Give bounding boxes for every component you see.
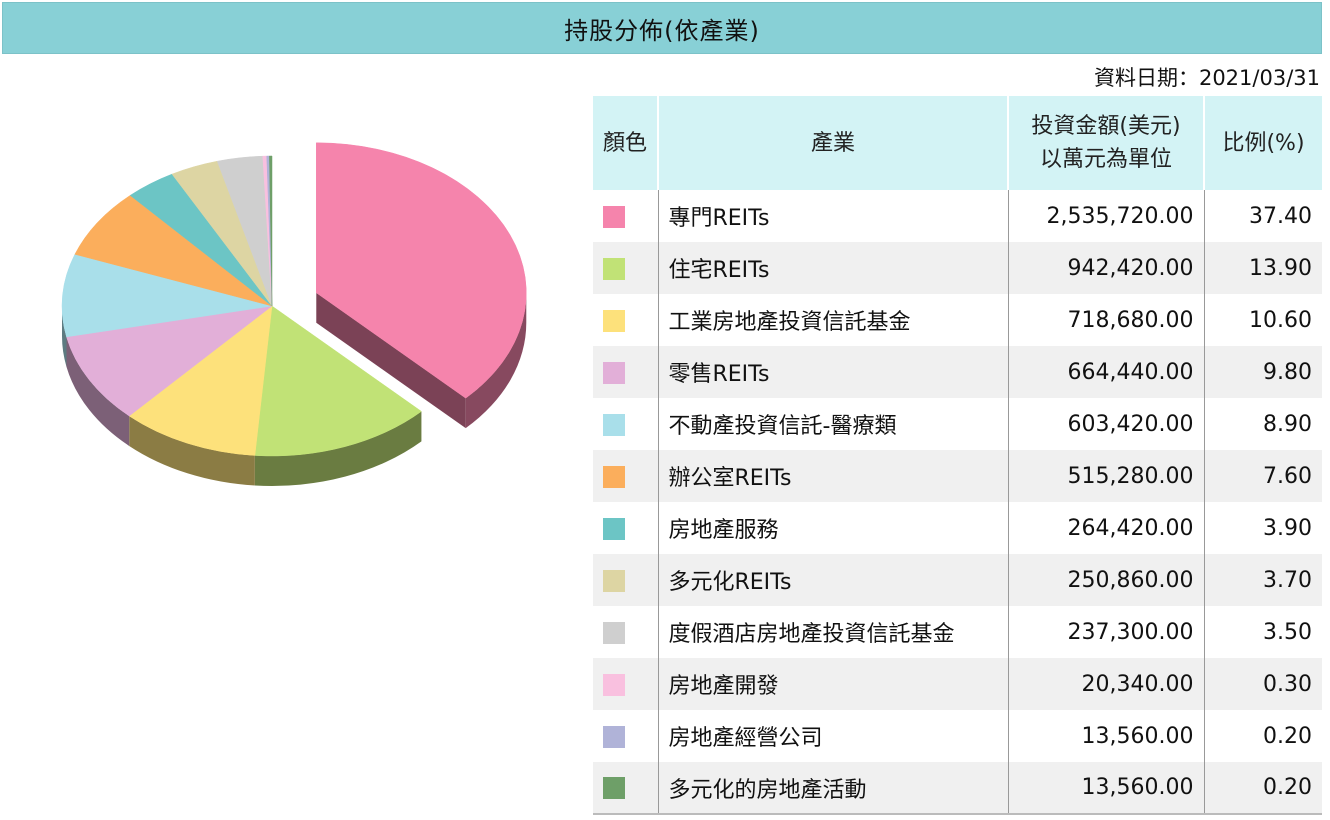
- percentage: 37.40: [1204, 190, 1322, 242]
- column-header-amount: 投資金額(美元) 以萬元為單位: [1008, 96, 1205, 190]
- color-swatch: [603, 205, 625, 228]
- page-title: 持股分佈(依產業): [2, 2, 1322, 54]
- industry-name: 住宅REITs: [658, 242, 1009, 294]
- investment-amount: 942,420.00: [1008, 242, 1205, 294]
- color-cell: [593, 554, 659, 606]
- investment-amount: 13,560.00: [1008, 762, 1205, 815]
- color-cell: [593, 346, 659, 398]
- color-swatch: [603, 257, 625, 280]
- page-title-text: 持股分佈(依產業): [564, 16, 760, 45]
- investment-amount: 664,440.00: [1008, 346, 1205, 398]
- investment-amount: 20,340.00: [1008, 658, 1205, 710]
- industry-name: 工業房地產投資信託基金: [658, 294, 1009, 346]
- percentage: 7.60: [1204, 450, 1322, 502]
- column-header-color: 顏色: [593, 96, 659, 190]
- industry-name: 房地產經營公司: [658, 710, 1009, 762]
- pie-slice-3: [128, 305, 273, 456]
- color-swatch: [603, 517, 625, 540]
- color-swatch: [603, 673, 625, 696]
- table-row: 房地產服務 264,420.00 3.90: [593, 502, 1322, 554]
- allocation-table: 顏色 產業 投資金額(美元) 以萬元為單位 比例(%) 專門REITs 2,535…: [593, 96, 1322, 815]
- investment-amount: 515,280.00: [1008, 450, 1205, 502]
- color-cell: [593, 294, 659, 346]
- color-cell: [593, 502, 659, 554]
- color-cell: [593, 398, 659, 450]
- percentage: 9.80: [1204, 346, 1322, 398]
- pie-slice-6: [74, 195, 273, 307]
- table-row: 度假酒店房地產投資信託基金 237,300.00 3.50: [593, 606, 1322, 658]
- color-swatch: [603, 413, 625, 436]
- industry-name: 零售REITs: [658, 346, 1009, 398]
- investment-amount: 250,860.00: [1008, 554, 1205, 606]
- color-swatch: [603, 725, 625, 748]
- investment-amount: 264,420.00: [1008, 502, 1205, 554]
- color-cell: [593, 606, 659, 658]
- pie-slice-side: [254, 411, 422, 486]
- table-row: 工業房地產投資信託基金 718,680.00 10.60: [593, 294, 1322, 346]
- table-row: 專門REITs 2,535,720.00 37.40: [593, 190, 1322, 242]
- color-swatch: [603, 465, 625, 488]
- color-cell: [593, 762, 659, 815]
- percentage: 8.90: [1204, 398, 1322, 450]
- table-row: 房地產開發 20,340.00 0.30: [593, 658, 1322, 710]
- investment-amount: 718,680.00: [1008, 294, 1205, 346]
- pie-slice-side: [66, 336, 130, 446]
- industry-name: 辦公室REITs: [658, 450, 1009, 502]
- pie-chart: [0, 90, 580, 530]
- industry-name: 專門REITs: [658, 190, 1009, 242]
- column-header-industry: 產業: [658, 96, 1009, 190]
- pie-chart-svg: [61, 142, 527, 486]
- column-header-percent: 比例(%): [1204, 96, 1322, 190]
- percentage: 0.30: [1204, 658, 1322, 710]
- table-header-row: 顏色 產業 投資金額(美元) 以萬元為單位 比例(%): [593, 96, 1322, 190]
- investment-amount: 603,420.00: [1008, 398, 1205, 450]
- investment-amount: 2,535,720.00: [1008, 190, 1205, 242]
- industry-name: 房地產服務: [658, 502, 1009, 554]
- investment-amount: 237,300.00: [1008, 606, 1205, 658]
- pie-slice-side: [465, 292, 527, 429]
- color-swatch: [603, 621, 625, 644]
- pie-slice-inner-wall: [316, 292, 466, 429]
- industry-name: 不動產投資信託-醫療類: [658, 398, 1009, 450]
- color-swatch: [603, 361, 625, 384]
- pie-slice-2: [254, 305, 422, 457]
- percentage: 0.20: [1204, 762, 1322, 815]
- pie-slice-5: [61, 254, 273, 338]
- table-row: 房地產經營公司 13,560.00 0.20: [593, 710, 1322, 762]
- table-row: 不動產投資信託-醫療類 603,420.00 8.90: [593, 398, 1322, 450]
- column-header-amount-line2: 以萬元為單位: [1039, 147, 1172, 172]
- table-row: 多元化的房地產活動 13,560.00 0.20: [593, 762, 1322, 815]
- table-row: 辦公室REITs 515,280.00 7.60: [593, 450, 1322, 502]
- percentage: 3.70: [1204, 554, 1322, 606]
- investment-amount: 13,560.00: [1008, 710, 1205, 762]
- industry-name: 房地產開發: [658, 658, 1009, 710]
- table-row: 多元化REITs 250,860.00 3.70: [593, 554, 1322, 606]
- pie-slice-4: [66, 305, 273, 417]
- color-swatch: [603, 309, 625, 332]
- percentage: 3.90: [1204, 502, 1322, 554]
- percentage: 13.90: [1204, 242, 1322, 294]
- color-cell: [593, 190, 659, 242]
- color-cell: [593, 450, 659, 502]
- as-of-date: 資料日期：2021/03/31: [1093, 66, 1320, 90]
- color-cell: [593, 710, 659, 762]
- color-cell: [593, 658, 659, 710]
- color-swatch: [603, 569, 625, 592]
- table-row: 零售REITs 664,440.00 9.80: [593, 346, 1322, 398]
- pie-slice-side: [62, 306, 67, 367]
- pie-tops: [61, 142, 527, 457]
- industry-name: 多元化的房地產活動: [658, 762, 1009, 815]
- percentage: 0.20: [1204, 710, 1322, 762]
- color-cell: [593, 242, 659, 294]
- percentage: 10.60: [1204, 294, 1322, 346]
- column-header-amount-line1: 投資金額(美元): [1031, 114, 1181, 139]
- industry-name: 度假酒店房地產投資信託基金: [658, 606, 1009, 658]
- pie-slice-12: [269, 155, 273, 307]
- color-swatch: [603, 777, 625, 799]
- industry-name: 多元化REITs: [658, 554, 1009, 606]
- table-row: 住宅REITs 942,420.00 13.90: [593, 242, 1322, 294]
- pie-slice-1: [316, 142, 527, 399]
- percentage: 3.50: [1204, 606, 1322, 658]
